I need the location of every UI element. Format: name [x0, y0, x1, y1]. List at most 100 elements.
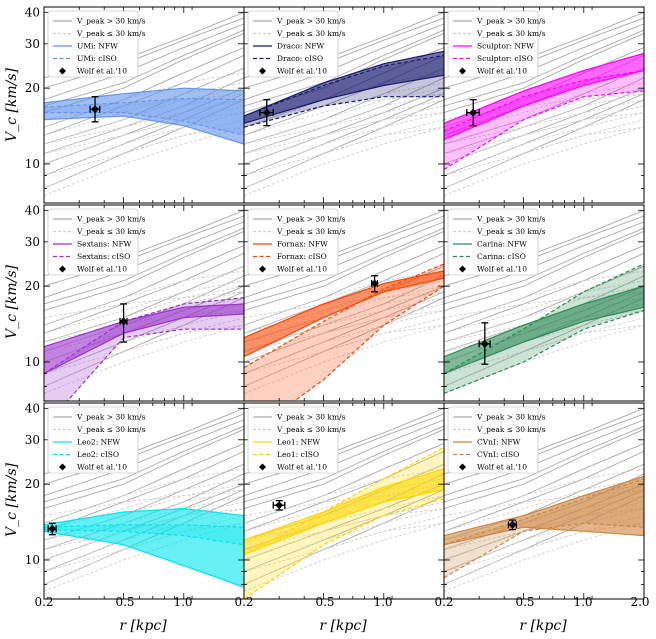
y-tick-label: 10 — [25, 355, 40, 369]
gray-curve-faint — [444, 126, 644, 196]
gray-curve-bright — [244, 17, 444, 89]
x-tick-label: 0.2 — [434, 595, 453, 609]
legend-nfw-label: Carina: NFW — [477, 240, 527, 249]
nfw-band — [44, 303, 244, 374]
gray-curve-faint — [244, 310, 444, 374]
gray-curve-faint — [444, 297, 644, 353]
legend-wolf-swatch — [259, 67, 266, 75]
wolf-data-point — [466, 99, 480, 127]
legend-gray-solid-label: V_peak > 30 km/s — [276, 17, 346, 26]
gray-curve-faint — [44, 126, 244, 196]
gray-curve-bright — [244, 413, 444, 485]
gray-curve-bright — [444, 227, 644, 305]
y-axis-label: V_c [km/s] — [4, 462, 20, 537]
x-tick-label: 0.5 — [115, 595, 134, 609]
gray-curve-bright — [44, 215, 244, 287]
gray-curve-bright — [444, 67, 644, 145]
ciso-edge — [293, 285, 444, 401]
gray-curve-faint — [444, 291, 644, 319]
gray-curve-faint — [44, 270, 244, 326]
legend-gray-dashed-label: V_peak ≤ 30 km/s — [76, 29, 146, 38]
x-tick-label: 1.0 — [173, 595, 192, 609]
y-tick-label: 40 — [25, 5, 40, 19]
gray-curve-bright — [444, 17, 644, 89]
nfw-edge — [44, 507, 244, 526]
nfw-edge — [244, 50, 444, 117]
panel-leo1: V_peak > 30 km/s V_peak ≤ 30 km/s Leo1: NF… — [243, 402, 445, 600]
gray-curve-bright — [444, 221, 644, 299]
legend-wolf-label: Wolf et al.'10 — [277, 67, 327, 76]
gray-curve-bright — [244, 425, 444, 503]
legend-nfw-label: Leo1: NFW — [277, 438, 320, 447]
gray-curve-bright — [244, 221, 444, 299]
gray-curve-faint — [244, 93, 444, 145]
gray-curve-faint — [44, 324, 244, 374]
panel-leo2: V_peak > 30 km/s V_peak ≤ 30 km/s Leo2: NF… — [43, 402, 245, 600]
gray-curve-bright — [44, 221, 244, 299]
gray-curve-bright — [244, 23, 444, 101]
gray-curve-bright — [244, 67, 444, 145]
gray-curve-bright — [44, 17, 244, 89]
legend-gray-dashed-label: V_peak ≤ 30 km/s — [476, 29, 546, 38]
gray-curve-faint — [44, 317, 244, 387]
x-tick-label: 2.0 — [630, 595, 649, 609]
gray-curve-bright — [244, 252, 444, 334]
x-axis-label: r [kpc] — [319, 618, 367, 634]
nfw-edge — [44, 303, 244, 348]
gray-curve-faint — [44, 310, 244, 374]
gray-curve-faint — [244, 515, 444, 585]
x-tick-label: 0.2 — [234, 595, 253, 609]
gray-curve-bright — [244, 227, 444, 305]
wolf-data-point — [119, 303, 128, 343]
gray-curve-bright — [44, 419, 244, 497]
legend-gray-dashed-label: V_peak ≤ 30 km/s — [276, 227, 346, 236]
legend-gray-solid-label: V_peak > 30 km/s — [76, 413, 146, 422]
panel-sculptor: V_peak > 30 km/s V_peak ≤ 30 km/s Sculptor… — [443, 6, 645, 204]
gray-curve-bright — [444, 29, 644, 107]
panel-cvni: V_peak > 30 km/s V_peak ≤ 30 km/s CVnI: NF… — [443, 402, 645, 600]
legend-gray-solid-label: V_peak > 30 km/s — [276, 215, 346, 224]
legend-gray-dashed-label: V_peak ≤ 30 km/s — [276, 425, 346, 434]
wolf-data-point — [47, 522, 57, 536]
nfw-edge — [244, 277, 444, 358]
nfw-band — [44, 88, 244, 144]
y-tick-label: 30 — [25, 235, 40, 249]
nfw-band — [444, 476, 644, 545]
wolf-data-point — [272, 500, 286, 511]
y-tick-label: 10 — [25, 157, 40, 171]
gray-curve-bright — [444, 413, 644, 485]
y-tick-label: 20 — [25, 279, 40, 293]
legend-ciso-label: Leo1: cISO — [277, 450, 319, 459]
gray-curve-faint — [44, 489, 244, 517]
x-tick-label: 0.5 — [315, 595, 334, 609]
gray-curve-faint — [244, 112, 444, 176]
gray-curve-faint — [444, 93, 644, 145]
nfw-edge — [444, 526, 644, 546]
legend-ciso-label: Draco: cISO — [277, 54, 323, 63]
legend-wolf-label: Wolf et al.'10 — [477, 67, 527, 76]
panel-frame — [443, 402, 645, 600]
gray-curve-faint — [244, 310, 444, 353]
gray-curve-bright — [44, 265, 244, 343]
x-tick-label: 1.0 — [373, 595, 392, 609]
legend-wolf-label: Wolf et al.'10 — [277, 463, 327, 472]
legend-wolf-label: Wolf et al.'10 — [77, 463, 127, 472]
gray-curve-faint — [44, 324, 244, 394]
legend-wolf-label: Wolf et al.'10 — [477, 463, 527, 472]
nfw-edge — [444, 69, 644, 141]
gray-curve-bright — [44, 428, 244, 510]
gray-curve-faint — [444, 468, 644, 524]
gray-curve-faint — [244, 317, 444, 387]
nfw-edge — [244, 74, 444, 124]
legend-gray-solid-label: V_peak > 30 km/s — [476, 413, 546, 422]
legend-wolf-label: Wolf et al.'10 — [77, 265, 127, 274]
y-tick-label: 30 — [25, 433, 40, 447]
legend-nfw-label: CVnI: NFW — [477, 438, 521, 447]
legend-gray-solid-label: V_peak > 30 km/s — [476, 17, 546, 26]
panels-layer: V_peak > 30 km/s V_peak ≤ 30 km/s UMi: NFW… — [43, 6, 645, 600]
gray-curve-bright — [244, 428, 444, 510]
gray-curve-bright — [444, 428, 644, 510]
legend-wolf-swatch — [259, 463, 266, 471]
panel-umi: V_peak > 30 km/s V_peak ≤ 30 km/s UMi: NFW… — [43, 6, 245, 204]
wolf-data-point — [507, 519, 517, 531]
